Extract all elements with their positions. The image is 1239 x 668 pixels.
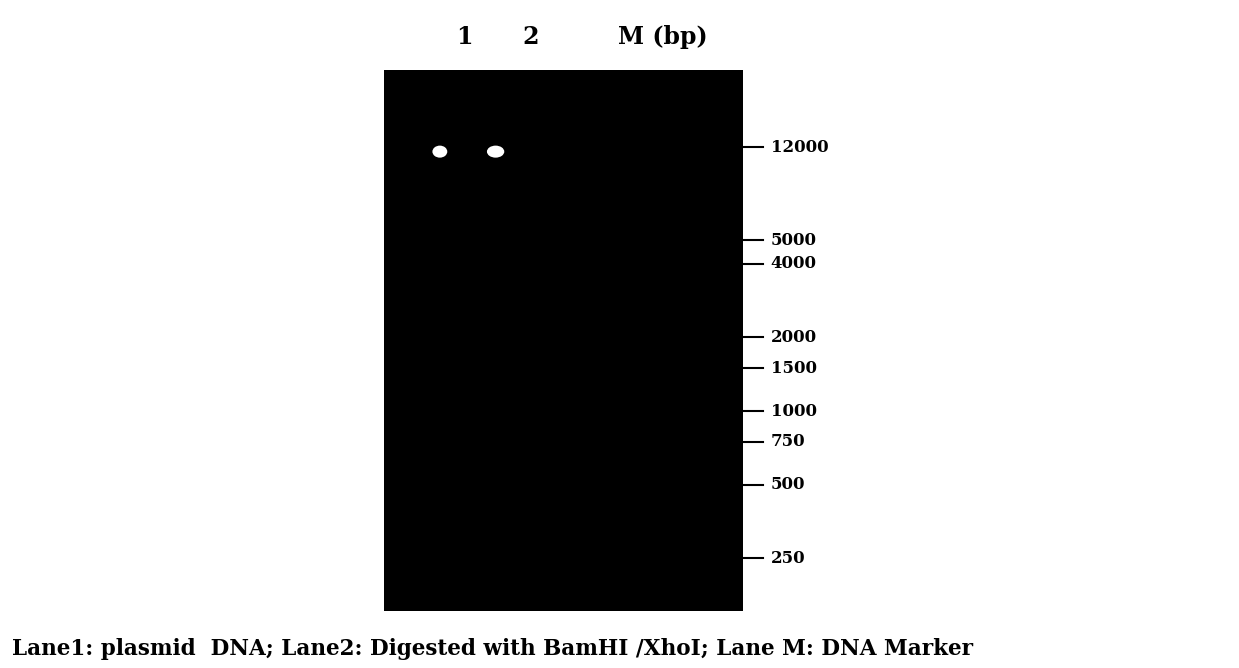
Text: 1: 1 xyxy=(456,25,473,49)
Text: 1500: 1500 xyxy=(771,359,817,377)
Text: 250: 250 xyxy=(771,550,805,567)
Text: 500: 500 xyxy=(771,476,805,493)
Ellipse shape xyxy=(487,146,504,158)
Ellipse shape xyxy=(432,146,447,158)
Text: 750: 750 xyxy=(771,433,805,450)
Text: 12000: 12000 xyxy=(771,138,829,156)
Text: 2: 2 xyxy=(522,25,539,49)
Text: Lane1: plasmid  DNA; Lane2: Digested with BamHI /XhoI; Lane M: DNA Marker: Lane1: plasmid DNA; Lane2: Digested with… xyxy=(12,639,974,660)
Text: 4000: 4000 xyxy=(771,255,817,273)
Text: M (bp): M (bp) xyxy=(618,25,707,49)
Bar xyxy=(384,70,743,611)
Text: 1000: 1000 xyxy=(771,403,817,420)
Text: 5000: 5000 xyxy=(771,232,817,248)
Text: 2000: 2000 xyxy=(771,329,817,346)
